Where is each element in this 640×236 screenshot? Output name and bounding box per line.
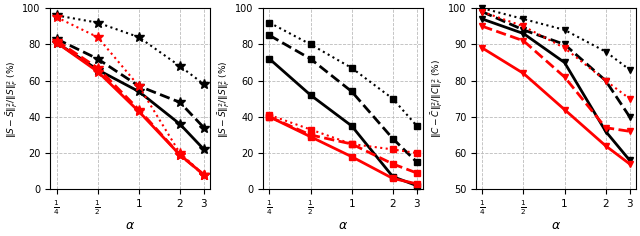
- X-axis label: $\alpha$: $\alpha$: [551, 219, 561, 232]
- Y-axis label: $\|S-\bar{S}\|_F^2/\|S\|_F^2$ (%): $\|S-\bar{S}\|_F^2/\|S\|_F^2$ (%): [217, 60, 232, 138]
- X-axis label: $\alpha$: $\alpha$: [125, 219, 135, 232]
- Y-axis label: $\|S-\bar{S}\|_F^2/\|S\|_F^2$ (%): $\|S-\bar{S}\|_F^2/\|S\|_F^2$ (%): [4, 60, 20, 138]
- X-axis label: $\alpha$: $\alpha$: [338, 219, 348, 232]
- Y-axis label: $\|C-\bar{C}\|_F^2/\|C\|_F^2$ (%): $\|C-\bar{C}\|_F^2/\|C\|_F^2$ (%): [430, 59, 445, 138]
